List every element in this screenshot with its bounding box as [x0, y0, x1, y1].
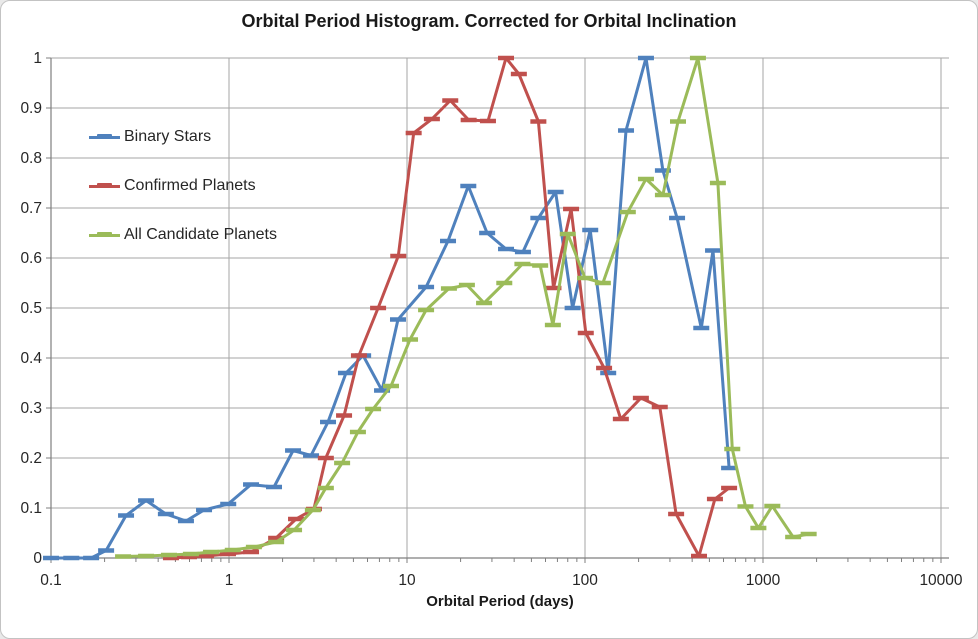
- legend-label: Binary Stars: [124, 128, 212, 145]
- y-tick-label: 0: [33, 550, 42, 567]
- y-tick-label: 0.9: [20, 100, 42, 117]
- y-tick-label: 0.5: [20, 300, 42, 317]
- x-axis-title: Orbital Period (days): [426, 593, 574, 610]
- y-tick-label: 0.7: [20, 200, 42, 217]
- binary-stars-line-icon: [89, 134, 120, 140]
- legend-item-all-candidate-planets[interactable]: All Candidate Planets: [89, 223, 277, 247]
- chart-title: Orbital Period Histogram. Corrected for …: [241, 11, 737, 31]
- x-tick-label: 0.1: [40, 572, 62, 589]
- y-tick-label: 0.6: [20, 250, 42, 267]
- legend-label: Confirmed Planets: [124, 177, 256, 194]
- confirmed-planets-line-icon: [89, 183, 120, 189]
- series-line-confirmed-planets[interactable]: [169, 56, 731, 560]
- all-candidate-planets-line-icon: [89, 232, 120, 238]
- y-tick-label: 0.1: [20, 500, 42, 517]
- x-tick-label: 10: [398, 572, 416, 589]
- y-tick-label: 1: [33, 50, 42, 67]
- y-tick-label: 0.8: [20, 150, 42, 167]
- legend: Binary Stars Confirmed Planets All Candi…: [89, 125, 277, 272]
- x-tick-label: 10000: [919, 572, 962, 589]
- y-tick-label: 0.2: [20, 450, 42, 467]
- x-tick-label: 1000: [746, 572, 781, 589]
- y-tick-label: 0.3: [20, 400, 42, 417]
- x-tick-label: 100: [572, 572, 598, 589]
- legend-label: All Candidate Planets: [124, 226, 277, 243]
- legend-item-confirmed-planets[interactable]: Confirmed Planets: [89, 174, 277, 198]
- y-tick-label: 0.4: [20, 350, 42, 367]
- legend-item-binary-stars[interactable]: Binary Stars: [89, 125, 277, 149]
- x-tick-label: 1: [225, 572, 234, 589]
